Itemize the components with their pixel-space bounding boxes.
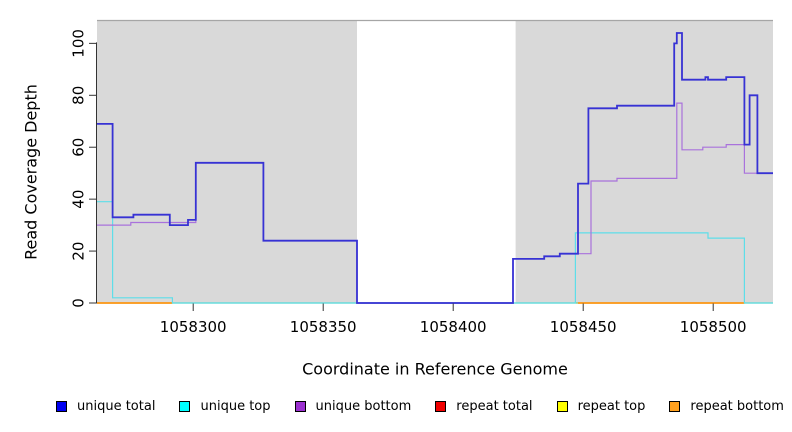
x-axis-title: Coordinate in Reference Genome (302, 359, 568, 379)
x-tick-label: 1058400 (420, 318, 487, 336)
legend: unique total unique top unique bottom repea… (0, 399, 792, 414)
legend-swatch-repeat-top (556, 401, 568, 412)
legend-item-unique-bottom: unique bottom (294, 399, 412, 414)
legend-item-unique-total: unique total (56, 399, 155, 414)
y-tick-label: 60 (70, 138, 88, 157)
legend-label: repeat bottom (690, 399, 784, 414)
legend-item-repeat-total: repeat total (435, 399, 533, 414)
plot-canvas: 0 20 40 60 80 100 1058300 1058350 1058400 1058450… (70, 19, 773, 336)
legend-item-repeat-top: repeat top (556, 399, 646, 414)
x-tick-label: 1058450 (550, 318, 617, 336)
x-tick-label: 1058350 (290, 318, 357, 336)
x-tick-label: 1058500 (680, 318, 747, 336)
y-axis-title: Read Coverage Depth (21, 84, 41, 260)
legend-label: unique total (77, 399, 156, 414)
legend-label: unique bottom (315, 399, 412, 414)
series-unique-top (97, 201, 773, 304)
masked-region (357, 21, 516, 303)
legend-swatch-repeat-total (435, 401, 447, 412)
legend-label: repeat top (577, 399, 646, 414)
legend-swatch-unique-total (56, 401, 67, 412)
y-tick-label: 40 (70, 190, 88, 209)
legend-label: repeat total (456, 399, 533, 414)
x-tick-label: 1058300 (160, 318, 227, 336)
y-tick-label: 80 (70, 86, 88, 105)
legend-swatch-unique-bottom (294, 401, 306, 412)
y-tick-label: 20 (70, 242, 88, 261)
legend-swatch-repeat-bottom (669, 401, 681, 412)
legend-item-unique-top: unique top (179, 399, 271, 414)
legend-label: unique top (200, 399, 271, 414)
legend-item-repeat-bottom: repeat bottom (669, 399, 784, 414)
y-tick-label: 100 (70, 29, 88, 58)
legend-swatch-unique-top (179, 401, 191, 412)
series-unique-total (97, 32, 773, 304)
y-tick-label: 0 (70, 298, 88, 308)
